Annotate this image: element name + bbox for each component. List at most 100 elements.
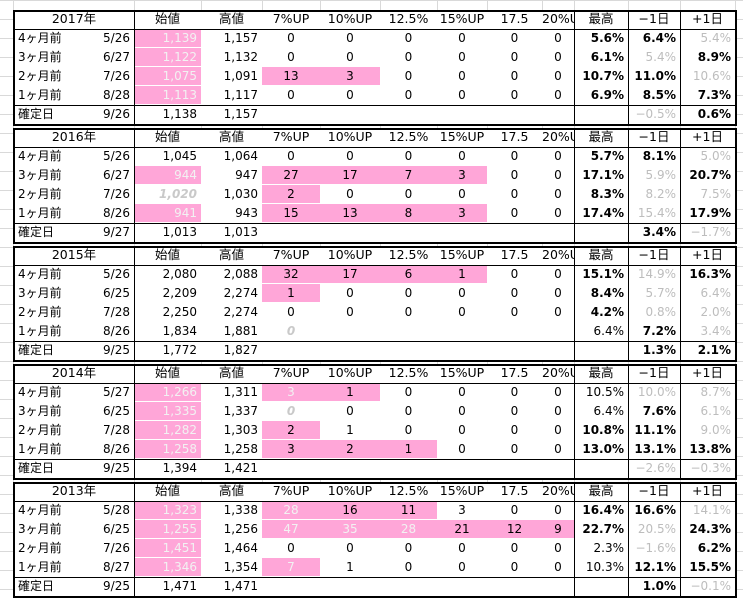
cell-p125[interactable]: 28 [380, 520, 437, 538]
column-header-p20[interactable]: 20%UP [542, 483, 574, 498]
column-header-p175[interactable]: 17.5 [500, 11, 529, 26]
column-header-m1[interactable]: −1日 [638, 365, 670, 380]
cell-start[interactable]: 2,250 [162, 305, 197, 319]
cell-p1[interactable]: 14.1% [692, 503, 731, 517]
cell-p175[interactable]: 0 [510, 31, 519, 45]
row-label[interactable]: 2ヶ月前 [18, 423, 62, 437]
row-date[interactable]: 8/26 [103, 442, 130, 456]
cell-p7[interactable]: 32 [262, 265, 320, 283]
cell-p175[interactable]: 0 [510, 404, 519, 418]
cell-start[interactable]: 2,209 [162, 286, 197, 300]
cell-p7[interactable]: 3 [262, 440, 320, 458]
cell-p20[interactable]: 0 [554, 149, 562, 163]
cell-p1[interactable]: 6.4% [700, 286, 732, 300]
cell-p15[interactable]: 0 [458, 50, 466, 64]
cell-p125[interactable]: 11 [380, 501, 437, 519]
cell-p15[interactable]: 0 [458, 187, 466, 201]
cell-p125[interactable] [380, 322, 437, 340]
column-header-m1[interactable]: −1日 [638, 129, 670, 144]
cell-p10[interactable]: 3 [320, 67, 380, 85]
cell-start[interactable]: 1,394 [162, 461, 197, 475]
cell-start[interactable]: 1,346 [134, 558, 201, 576]
cell-p7[interactable]: 0 [287, 149, 295, 163]
cell-max[interactable]: 8.4% [590, 286, 624, 300]
cell-high[interactable]: 1,464 [223, 541, 258, 555]
cell-p175[interactable]: 0 [510, 305, 519, 319]
row-label[interactable]: 確定日 [18, 579, 55, 593]
row-label[interactable]: 4ヶ月前 [18, 31, 62, 45]
cell-p125[interactable]: 0 [404, 560, 413, 574]
cell-p20[interactable]: 0 [554, 442, 562, 456]
cell-m1[interactable]: 10.0% [637, 385, 676, 399]
cell-m1[interactable]: 1.0% [642, 579, 676, 593]
cell-start[interactable]: 1,113 [134, 86, 201, 104]
row-label[interactable]: 2ヶ月前 [18, 69, 62, 83]
cell-max[interactable]: 22.7% [582, 522, 624, 536]
cell-high[interactable]: 943 [235, 206, 258, 220]
cell-p175[interactable]: 0 [510, 88, 519, 102]
cell-p20[interactable]: 0 [554, 423, 562, 437]
cell-m1[interactable]: 14.9% [637, 267, 676, 281]
cell-high[interactable]: 1,256 [223, 522, 258, 536]
cell-p15[interactable]: 3 [458, 503, 466, 517]
cell-p7[interactable]: 28 [262, 501, 320, 519]
cell-high[interactable]: 1,881 [223, 324, 258, 338]
cell-p15[interactable]: 0 [458, 286, 466, 300]
cell-high[interactable]: 1,303 [223, 423, 258, 437]
cell-start[interactable]: 1,451 [134, 539, 201, 557]
cell-p20[interactable]: 0 [554, 50, 562, 64]
row-label[interactable]: 3ヶ月前 [18, 522, 62, 536]
cell-max[interactable]: 16.4% [582, 503, 624, 517]
cell-m1[interactable]: 11.0% [634, 69, 676, 83]
cell-p10[interactable]: 0 [346, 149, 354, 163]
cell-start[interactable]: 2,080 [162, 267, 197, 281]
column-header-p15[interactable]: 15%UP [439, 365, 485, 380]
row-date[interactable]: 5/28 [103, 503, 130, 517]
cell-p175[interactable]: 0 [510, 168, 519, 182]
column-header-p1[interactable]: +1日 [692, 247, 723, 262]
row-label[interactable]: 1ヶ月前 [18, 88, 62, 102]
cell-p7[interactable]: 0 [287, 88, 295, 102]
cell-high[interactable]: 1,013 [223, 225, 258, 239]
row-date[interactable]: 9/26 [103, 107, 130, 121]
row-date[interactable]: 9/25 [103, 579, 130, 593]
row-date[interactable]: 6/25 [103, 286, 130, 300]
cell-high[interactable]: 1,421 [223, 461, 258, 475]
cell-p15[interactable]: 0 [458, 423, 466, 437]
cell-high[interactable]: 1,157 [223, 31, 258, 45]
cell-p1[interactable]: 13.8% [689, 442, 731, 456]
row-date[interactable]: 5/26 [103, 149, 130, 163]
cell-p10[interactable]: 0 [346, 541, 354, 555]
cell-p1[interactable]: 10.6% [692, 69, 731, 83]
cell-p10[interactable]: 0 [346, 305, 354, 319]
cell-p7[interactable]: 2 [262, 185, 320, 203]
cell-start[interactable]: 1,282 [134, 421, 201, 439]
cell-p7[interactable]: 0 [286, 324, 296, 338]
cell-m1[interactable]: 13.1% [634, 442, 676, 456]
cell-high[interactable]: 1,117 [223, 88, 258, 102]
column-header-p125[interactable]: 12.5% [388, 365, 429, 380]
row-label[interactable]: 2ヶ月前 [18, 187, 62, 201]
cell-high[interactable]: 1,157 [223, 107, 258, 121]
cell-p1[interactable]: 8.9% [697, 50, 731, 64]
cell-p125[interactable]: 0 [404, 541, 413, 555]
cell-p20[interactable]: 0 [554, 187, 562, 201]
cell-p1[interactable]: 6.1% [700, 404, 732, 418]
cell-p15[interactable]: 0 [458, 560, 466, 574]
cell-high[interactable]: 1,827 [223, 343, 258, 357]
column-header-p7[interactable]: 7%UP [272, 483, 310, 498]
cell-p10[interactable]: 0 [346, 31, 354, 45]
row-date[interactable]: 6/27 [103, 168, 130, 182]
cell-p20[interactable]: 0 [554, 541, 562, 555]
row-date[interactable]: 8/27 [103, 560, 130, 574]
cell-p20[interactable] [542, 322, 574, 340]
cell-p15[interactable]: 0 [458, 385, 466, 399]
cell-m1[interactable]: 3.4% [642, 225, 676, 239]
cell-p175[interactable]: 0 [510, 503, 519, 517]
cell-p1[interactable]: 3.4% [700, 324, 732, 338]
cell-m1[interactable]: −2.6% [635, 461, 676, 475]
cell-m1[interactable]: 12.1% [634, 560, 676, 574]
column-header-max[interactable]: 最高 [588, 129, 614, 144]
cell-p1[interactable]: 20.7% [689, 168, 731, 182]
cell-p20[interactable]: 0 [554, 286, 562, 300]
